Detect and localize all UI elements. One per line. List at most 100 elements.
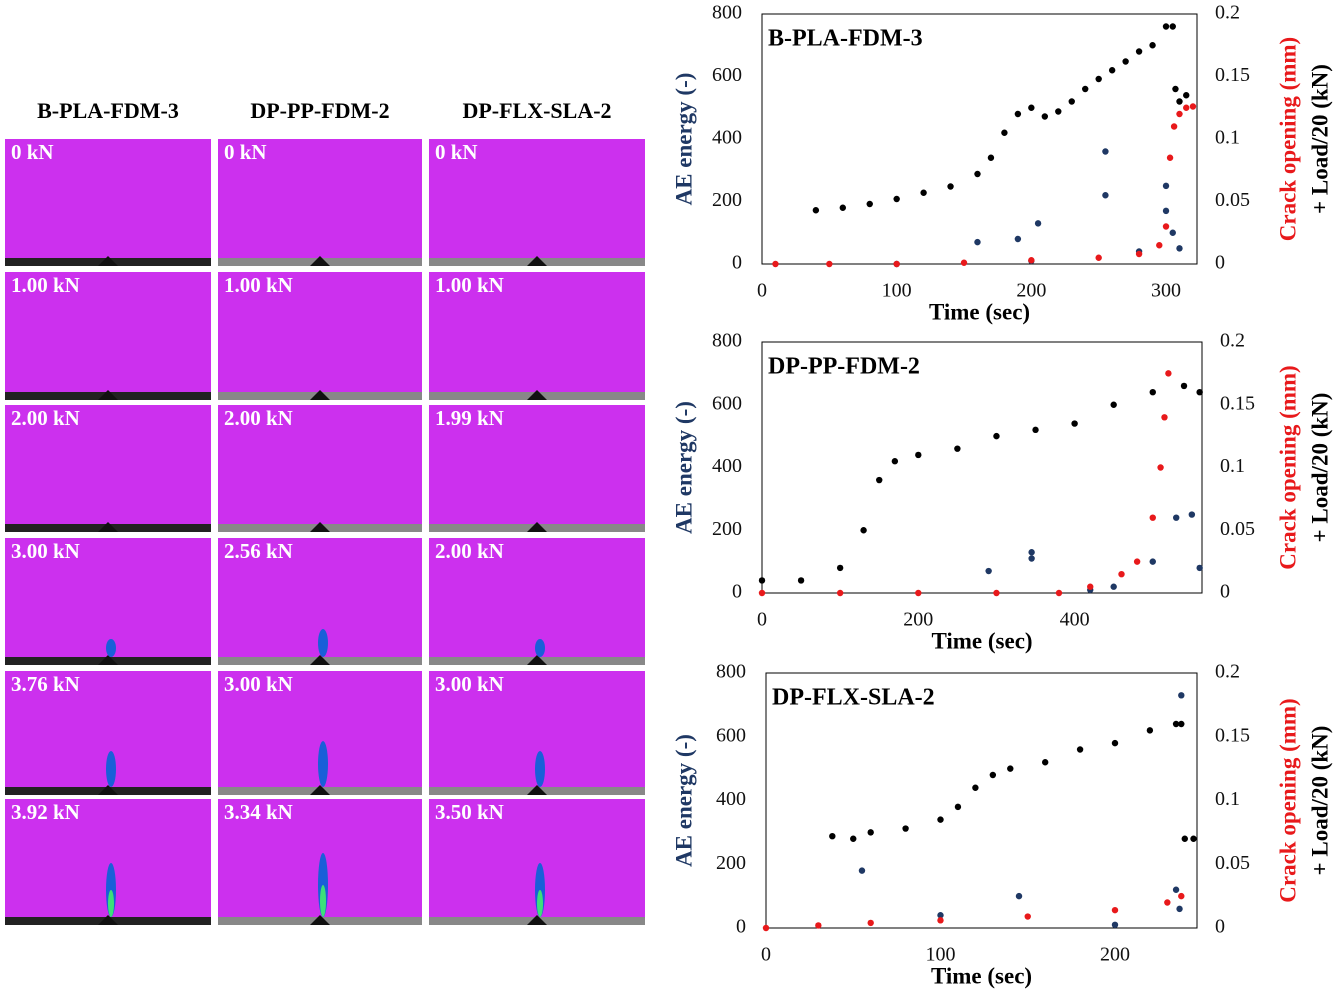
x-tick-label: 100	[925, 944, 955, 966]
y2-tick-label: 0.1	[1215, 127, 1240, 149]
plot-frame	[761, 13, 1198, 265]
point	[1172, 720, 1180, 728]
point	[1014, 110, 1022, 118]
point	[1164, 899, 1171, 906]
point	[836, 589, 844, 597]
y2-tick-label: 0	[1215, 916, 1225, 938]
dic-image	[5, 139, 211, 266]
point	[839, 204, 847, 211]
point	[1007, 765, 1014, 772]
point	[1188, 511, 1196, 518]
point	[815, 922, 822, 929]
dic-image	[429, 405, 645, 532]
point	[1189, 103, 1197, 110]
point	[1111, 921, 1119, 929]
plot-frame	[765, 672, 1198, 929]
point	[1055, 108, 1062, 115]
point	[985, 567, 992, 575]
point	[947, 183, 954, 190]
point	[1176, 245, 1183, 252]
notch	[527, 256, 547, 266]
dic-image	[5, 272, 211, 400]
load-label: 3.76 kN	[11, 672, 80, 696]
y-tick-label: 200	[716, 852, 746, 874]
x-tick-label: 200	[903, 609, 933, 631]
y2-tick-label: 0.15	[1215, 724, 1250, 746]
notch	[310, 256, 330, 266]
point	[1118, 570, 1125, 578]
point	[1176, 905, 1183, 913]
point	[1180, 382, 1188, 390]
point	[1156, 242, 1163, 249]
point	[1028, 555, 1035, 562]
point	[1157, 464, 1164, 471]
point	[867, 919, 874, 927]
y2-axis-label: Crack opening (mm)	[1275, 37, 1300, 241]
y2-axis-label: + Load/20 (kN)	[1307, 726, 1332, 876]
point	[1166, 154, 1174, 161]
notch	[98, 522, 118, 532]
point	[762, 924, 770, 932]
point	[1068, 98, 1075, 105]
point	[1162, 207, 1170, 215]
y2-tick-label: 0.2	[1215, 661, 1240, 683]
crack-strain	[318, 629, 328, 657]
load-label: 3.50 kN	[435, 800, 504, 824]
point	[1095, 254, 1102, 261]
load-label: 2.00 kN	[11, 406, 80, 430]
x-axis-label: Time (sec)	[929, 299, 1030, 324]
point	[1014, 235, 1022, 243]
point	[858, 867, 866, 874]
y-tick-label: 600	[716, 724, 746, 746]
dic-image	[218, 272, 422, 400]
crack-strain	[318, 741, 328, 787]
point	[1041, 113, 1049, 120]
point	[772, 260, 779, 268]
load-label: 3.92 kN	[11, 800, 80, 824]
dic-image	[218, 405, 422, 532]
notch	[98, 915, 118, 925]
y2-axis-label: + Load/20 (kN)	[1307, 393, 1332, 543]
dic-image	[429, 139, 645, 266]
dic-image	[429, 272, 645, 400]
point	[1162, 223, 1170, 230]
x-tick-label: 400	[1060, 609, 1090, 631]
point	[1181, 835, 1188, 842]
load-label: 0 kN	[435, 140, 478, 164]
point	[993, 589, 1000, 597]
point	[1149, 558, 1156, 565]
point	[1169, 229, 1176, 236]
point	[1071, 420, 1078, 427]
point	[758, 577, 766, 584]
y2-tick-label: 0.05	[1215, 852, 1250, 874]
point	[1133, 558, 1141, 565]
x-tick-label: 200	[1100, 944, 1130, 966]
point	[1111, 906, 1119, 914]
y-tick-label: 600	[712, 392, 742, 414]
point	[989, 771, 997, 779]
point	[826, 260, 833, 268]
point	[1176, 110, 1183, 118]
point	[972, 784, 979, 791]
column-header: B-PLA-FDM-3	[37, 98, 179, 123]
y-tick-label: 800	[712, 2, 742, 24]
point	[893, 195, 900, 203]
load-label: 3.00 kN	[224, 672, 293, 696]
y2-axis-label: Crack opening (mm)	[1275, 698, 1300, 902]
y-tick-label: 0	[732, 581, 742, 603]
point	[1135, 250, 1143, 258]
load-label: 3.00 kN	[435, 672, 504, 696]
point	[1178, 720, 1185, 728]
y2-tick-label: 0.2	[1220, 330, 1245, 352]
chart-title: DP-PP-FDM-2	[768, 354, 920, 380]
point	[867, 829, 874, 836]
plot-frame	[761, 341, 1203, 594]
point	[1170, 123, 1178, 130]
notch	[527, 915, 547, 925]
crack-strain-core	[537, 890, 543, 917]
x-tick-label: 0	[761, 944, 771, 966]
crack-strain	[106, 639, 116, 657]
y-tick-label: 600	[712, 64, 742, 86]
dic-image	[5, 405, 211, 532]
chart-title: DP-FLX-SLA-2	[772, 685, 935, 711]
